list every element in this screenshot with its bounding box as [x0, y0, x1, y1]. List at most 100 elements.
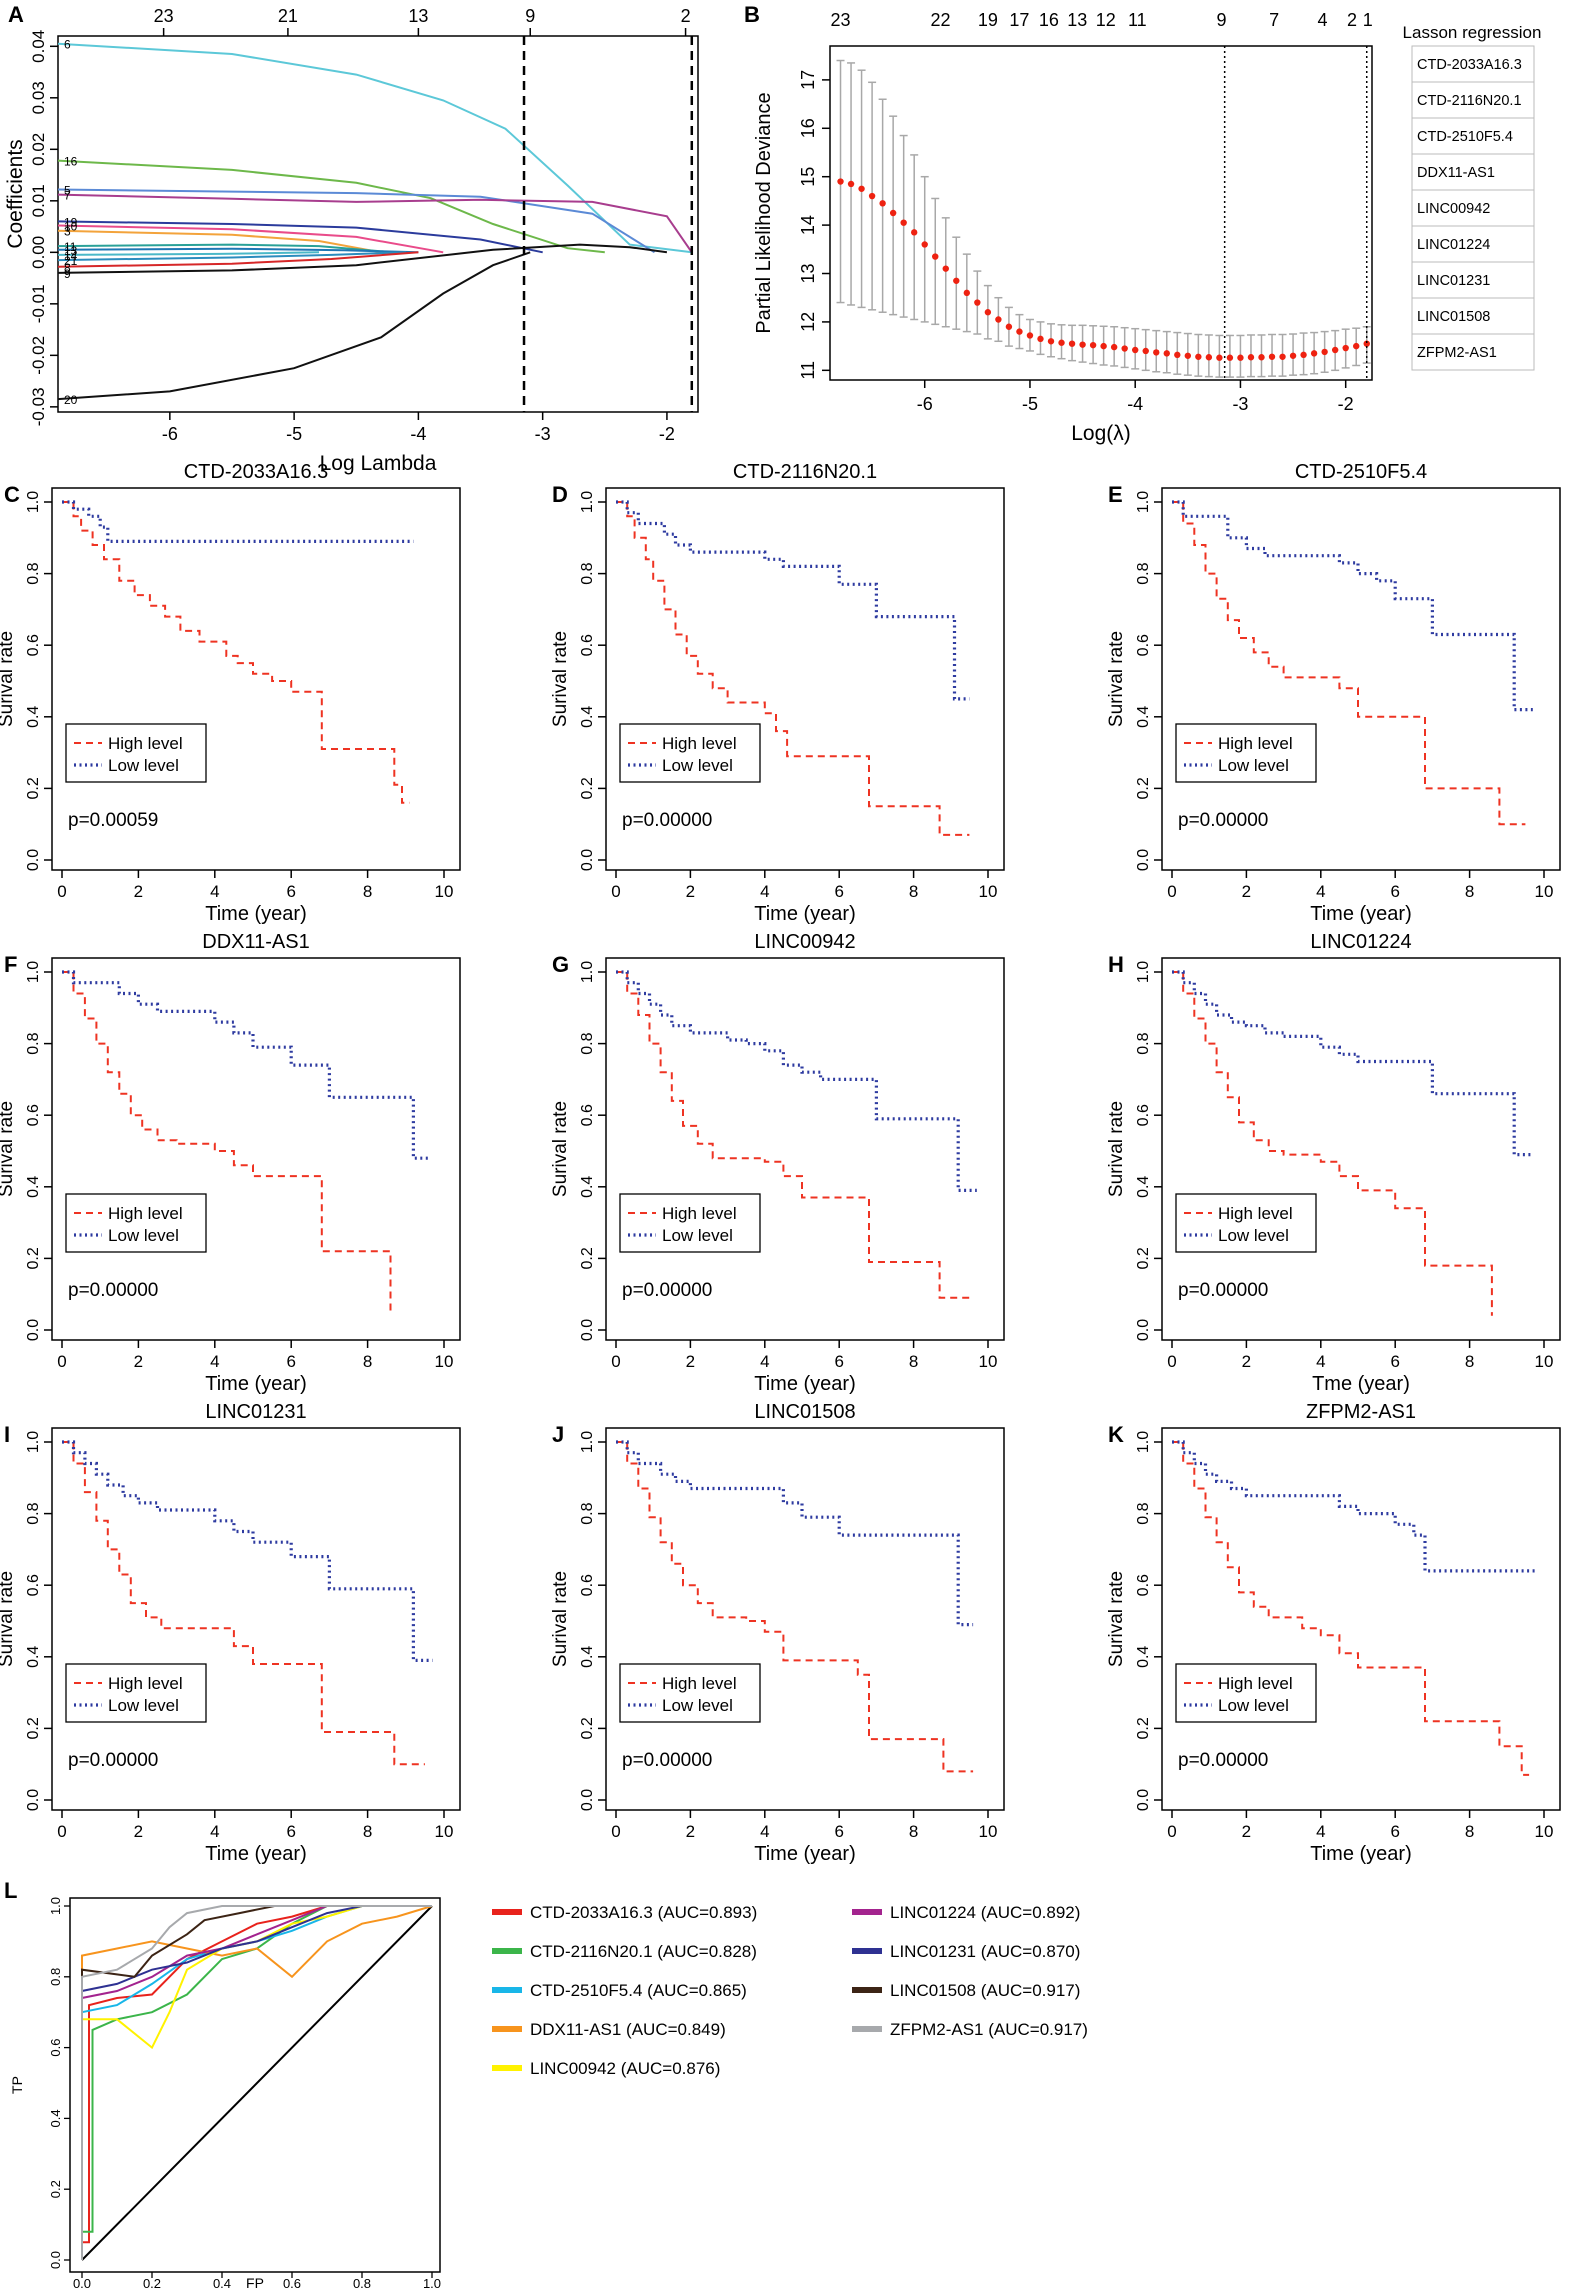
y-tick-label: 0.6 — [25, 1574, 42, 1596]
y-tick-label: 0.2 — [579, 777, 596, 799]
legend-high-label: High level — [662, 734, 737, 753]
x-tick-label: -2 — [659, 424, 675, 444]
y-tick-label: 1.0 — [579, 1431, 596, 1453]
legend-low-label: Low level — [662, 1696, 733, 1715]
panel-title: LINC01508 — [754, 1401, 855, 1423]
y-tick-label: 1.0 — [25, 961, 42, 983]
x-tick-label: 1.0 — [423, 2276, 441, 2290]
coefficient-path — [57, 193, 693, 253]
y-tick-label: 0.0 — [25, 849, 42, 871]
km-panel-d: D CTD-2116N20.1 0 2 4 6 8 10 0.0 0.2 0.4 0.6 0.8 1.0 T… — [550, 461, 1005, 925]
x-tick-label: 10 — [1535, 1822, 1554, 1841]
x-tick-label: 8 — [1465, 1822, 1474, 1841]
x-axis-title: Time (year) — [754, 903, 855, 925]
coefficient-path — [57, 188, 656, 254]
x-tick-label: 2 — [1242, 1822, 1251, 1841]
top-count-label: 9 — [525, 6, 535, 26]
y-tick-label: 0.4 — [25, 1646, 42, 1668]
legend-cell — [1411, 261, 1535, 299]
y-axis-title: Surival rate — [550, 631, 571, 727]
y-tick-label: 0.0 — [1135, 1789, 1152, 1811]
plot-frame — [1161, 487, 1561, 871]
roc-curve — [81, 1905, 432, 2260]
deviance-point — [1268, 353, 1276, 360]
x-tick-label: -3 — [535, 424, 551, 444]
legend-low-label: Low level — [1218, 1226, 1289, 1245]
panel-title: CTD-2510F5.4 — [1295, 461, 1427, 483]
y-axis-title: Surival rate — [1106, 631, 1127, 727]
x-tick-label: 8 — [1465, 882, 1474, 901]
panel-label: F — [4, 952, 17, 977]
x-tick-label: 4 — [760, 1352, 769, 1371]
deviance-point — [1353, 342, 1360, 350]
x-tick-label: 0.0 — [73, 2276, 91, 2290]
deviance-point — [1174, 351, 1181, 359]
deviance-point — [974, 299, 981, 306]
top-count-label: 7 — [1269, 10, 1279, 30]
deviance-point — [1121, 345, 1128, 352]
coefficient-path-label: 3 — [64, 225, 71, 239]
y-tick-label: 0.0 — [579, 1789, 596, 1811]
p-value: p=0.00000 — [622, 810, 712, 831]
coefficient-path-label: 19 — [64, 215, 78, 229]
y-tick-label: 0.2 — [25, 777, 42, 799]
y-tick-label: 1.0 — [1135, 491, 1152, 513]
km-panel-c: C CTD-2033A16.3 0 2 4 6 8 10 0.0 0.2 0.4 0.6 0.8 1.0 T… — [0, 461, 461, 925]
y-tick-label: 0.4 — [48, 2109, 63, 2127]
legend-high-label: High level — [1218, 1204, 1293, 1223]
deviance-point — [1289, 352, 1297, 359]
x-tick-label: 0.6 — [283, 2276, 301, 2290]
panel-b-frame — [829, 45, 1373, 381]
y-tick-label: 0.8 — [1135, 562, 1152, 584]
km-panel-e: E CTD-2510F5.4 0 2 4 6 8 10 0.0 0.2 0.4 0.6 0.8 1.0 Ti… — [1106, 461, 1561, 925]
deviance-point — [1110, 343, 1118, 351]
y-tick-label: 0.4 — [25, 1176, 42, 1198]
x-tick-label: -6 — [917, 394, 933, 414]
y-tick-label: 15 — [798, 167, 818, 187]
y-tick-label: 0.8 — [579, 562, 596, 584]
deviance-point — [1310, 350, 1318, 357]
legend-cell — [1411, 297, 1535, 335]
legend-item: CTD-2510F5.4 (AUC=0.865) — [530, 1981, 747, 2000]
low-level-curve — [1172, 500, 1533, 712]
high-level-curve — [616, 501, 970, 836]
deviance-point — [1047, 338, 1055, 345]
y-tick-label: 0.0 — [25, 1319, 42, 1341]
legend-item: CTD-2033A16.3 (AUC=0.893) — [530, 1903, 757, 1922]
y-tick-label: 0.0 — [1135, 1319, 1152, 1341]
km-panel-g: G LINC00942 0 2 4 6 8 10 0.0 0.2 0.4 0.6 0.8 1.0 Time … — [550, 931, 1005, 1395]
low-level-curve — [1172, 1440, 1537, 1573]
x-tick-label: 2 — [686, 1822, 695, 1841]
x-tick-label: 4 — [210, 882, 219, 901]
deviance-point — [1026, 332, 1034, 339]
high-level-curve — [1172, 1441, 1530, 1776]
y-tick-label: 0.2 — [579, 1717, 596, 1739]
y-tick-label: 0.8 — [1135, 1502, 1152, 1524]
x-tick-label: 2 — [1242, 1352, 1251, 1371]
top-count-label: 1 — [1363, 10, 1373, 30]
coefficient-path-label: 8 — [64, 261, 71, 275]
deviance-point — [1226, 354, 1234, 361]
x-tick-label: 0.8 — [353, 2276, 371, 2290]
x-tick-label: -6 — [162, 424, 178, 444]
low-level-curve — [616, 970, 977, 1192]
p-value: p=0.00000 — [1178, 1750, 1268, 1771]
deviance-point — [1068, 340, 1076, 347]
y-tick-label: 0.8 — [25, 1502, 42, 1524]
legend-low-label: Low level — [108, 756, 179, 775]
coefficient-path — [57, 251, 419, 268]
x-tick-label: 2 — [134, 1822, 143, 1841]
deviance-point — [942, 265, 949, 272]
deviance-point — [1016, 328, 1023, 335]
x-tick-label: 6 — [1390, 1822, 1399, 1841]
low-level-curve — [616, 500, 970, 701]
top-count-label: 9 — [1216, 10, 1226, 30]
x-axis-title: Log Lambda — [320, 452, 437, 475]
x-tick-label: 8 — [909, 882, 918, 901]
legend-item: LINC01508 — [1417, 309, 1490, 325]
legend-box — [65, 1193, 207, 1253]
y-tick-label: 0.2 — [1135, 1247, 1152, 1269]
top-count-label: 19 — [978, 10, 998, 30]
km-panel-k: K ZFPM2-AS1 0 2 4 6 8 10 0.0 0.2 0.4 0.6 0.8 1.0 Time … — [1106, 1401, 1561, 1865]
